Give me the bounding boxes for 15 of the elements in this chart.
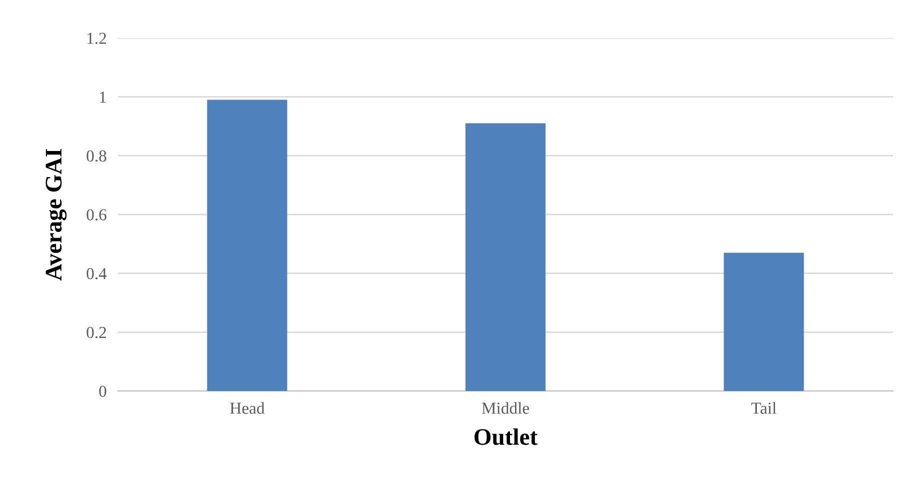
y-tick-label: 0 <box>99 386 106 397</box>
y-tick-label: 1 <box>100 92 106 103</box>
y-tick-label: 0.6 <box>86 209 106 221</box>
y-tick-label: 0.4 <box>86 268 107 280</box>
bar <box>465 123 546 391</box>
y-tick-label: 1.2 <box>88 32 106 44</box>
y-tick-label: 0.2 <box>86 326 106 338</box>
x-tick-label: Middle <box>482 402 529 414</box>
x-tick-label: Head <box>230 402 265 414</box>
bar <box>724 252 804 391</box>
x-tick-label: Tail <box>751 402 776 414</box>
y-axis-title: Average GAI <box>46 148 67 281</box>
x-axis-title: Outlet <box>474 428 538 446</box>
y-tick-label: 0.8 <box>86 150 106 162</box>
bar <box>207 100 288 391</box>
